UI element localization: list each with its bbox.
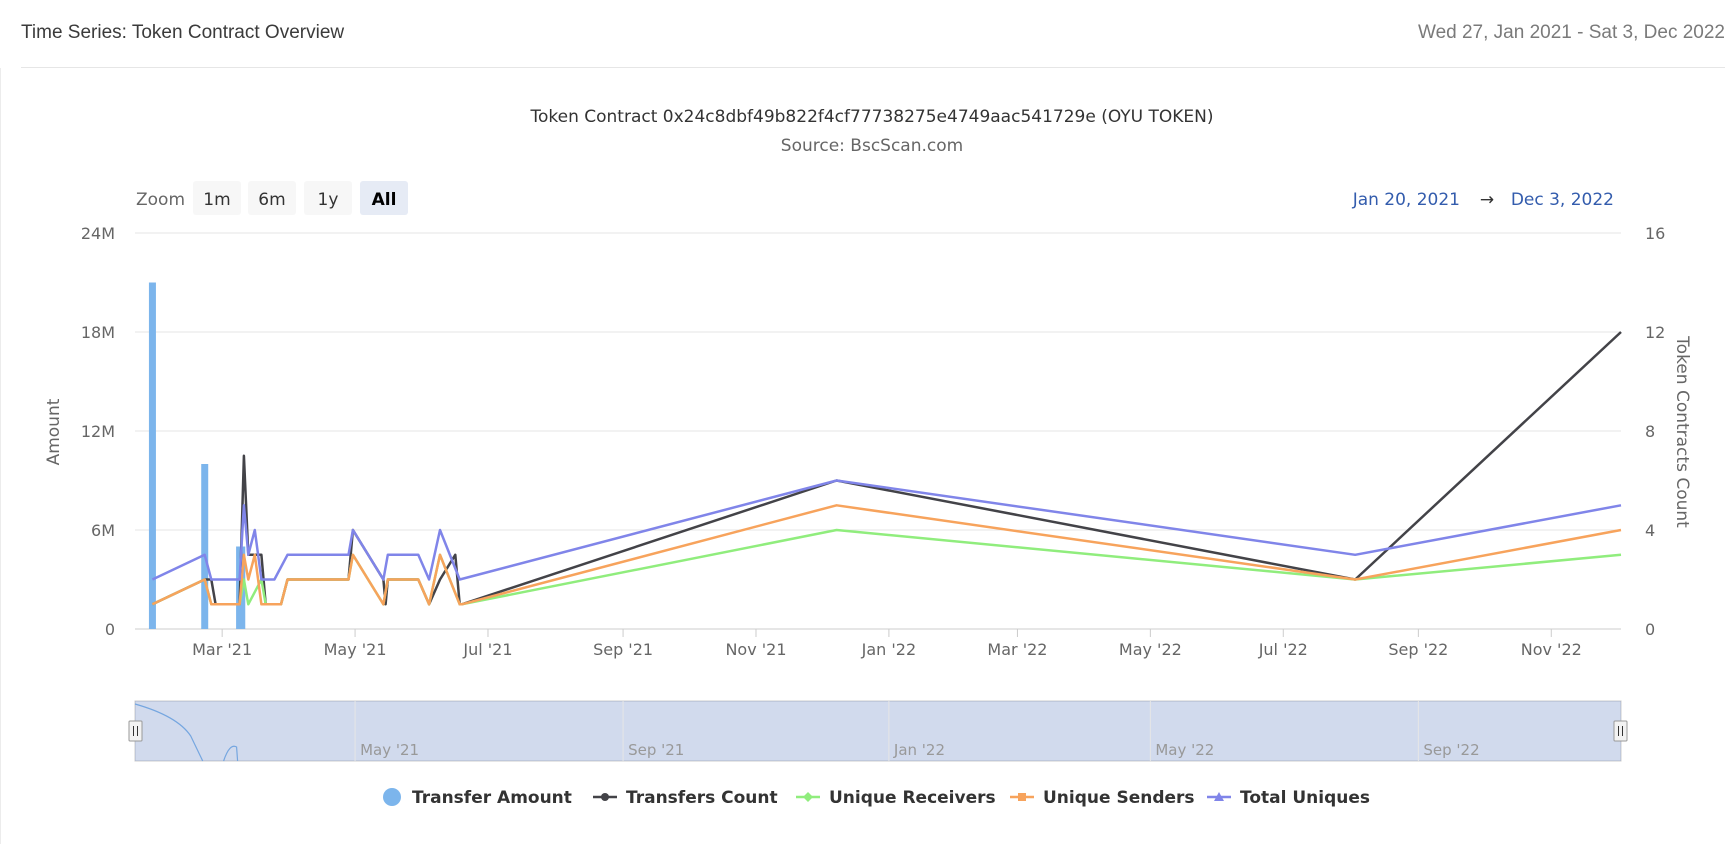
legend-item-unique-senders[interactable]: Unique Senders [1010, 788, 1195, 808]
x-tick-label: May '21 [324, 640, 387, 659]
navigator-labels: May '21 Sep '21 Jan '22 May '22 Sep '22 [354, 701, 1480, 761]
total-uniques-line [151, 479, 1622, 581]
legend-symbol-square [1018, 793, 1026, 801]
card-header: Time Series: Token Contract Overview Wed… [0, 0, 1735, 68]
chart-title: Token Contract 0x24c8dbf49b822f4cf777382… [529, 107, 1213, 127]
zoom-button-6m-label: 6m [258, 190, 285, 210]
legend-symbol-diamond [803, 792, 813, 802]
legend-label: Transfers Count [626, 788, 778, 808]
zoom-button-all[interactable]: All [360, 181, 408, 215]
legend-label: Transfer Amount [412, 788, 572, 808]
x-tick-label: Nov '21 [725, 640, 786, 659]
y-left-tick-label: 12M [81, 422, 115, 441]
header-divider [21, 67, 1725, 68]
x-tick-label: Mar '21 [192, 640, 252, 659]
y-left-tick-label: 24M [81, 224, 115, 243]
card-title: Time Series: Token Contract Overview [21, 22, 345, 43]
navigator-label: Jan '22 [893, 741, 945, 759]
navigator-label: Sep '21 [628, 741, 684, 759]
x-tick-label: Jul '22 [1258, 640, 1308, 659]
zoom-button-1m[interactable]: 1m [193, 181, 241, 215]
date-range: Wed 27, Jan 2021 - Sat 3, Dec 2022 [1417, 22, 1725, 43]
y-right-tick-label: 0 [1645, 620, 1655, 639]
y-right-tick-label: 16 [1645, 224, 1665, 243]
legend-item-transfers-count[interactable]: Transfers Count [593, 788, 778, 808]
navigator-handle-right[interactable] [1613, 720, 1628, 742]
range-to-input[interactable]: Dec 3, 2022 [1511, 190, 1614, 210]
unique-receivers-line [151, 528, 1622, 606]
y-left-tick-label: 0 [105, 620, 115, 639]
x-tick-label: Sep '21 [593, 640, 653, 659]
legend-symbol-triangle [1214, 792, 1224, 801]
transfer-amount-bars [148, 282, 246, 629]
transfer-amount-bar [201, 464, 209, 629]
range-selector: Zoom 1m 6m 1y All Jan 20, 2021 → Dec 3, … [136, 181, 1614, 215]
navigator-label: May '22 [1155, 741, 1214, 759]
grid-lines [135, 232, 1621, 630]
legend-symbol-circle [601, 793, 609, 801]
range-arrow: → [1480, 190, 1494, 210]
card-left-border [0, 68, 1, 844]
series-lines [151, 331, 1622, 606]
zoom-button-6m[interactable]: 6m [248, 181, 296, 215]
x-tick-label: Mar '22 [987, 640, 1047, 659]
x-tick-label: Jul '21 [462, 640, 512, 659]
legend-item-total-uniques[interactable]: Total Uniques [1207, 788, 1370, 808]
y-right-tick-label: 12 [1645, 323, 1665, 342]
range-from-input[interactable]: Jan 20, 2021 [1352, 190, 1460, 210]
y-axis-left-ticks: 0 6M 12M 18M 24M [81, 224, 115, 639]
legend-label: Unique Receivers [829, 788, 996, 808]
y-left-tick-label: 6M [91, 521, 115, 540]
y-axis-right-title: Token Contracts Count [1672, 335, 1692, 528]
legend-label: Unique Senders [1043, 788, 1195, 808]
legend-label: Total Uniques [1240, 788, 1370, 808]
legend-item-transfer-amount[interactable]: Transfer Amount [383, 788, 572, 808]
legend: Transfer Amount Transfers Count Unique Rec… [383, 788, 1370, 808]
zoom-button-all-label: All [372, 190, 397, 210]
zoom-button-1y-label: 1y [318, 190, 339, 210]
navigator[interactable]: May '21 Sep '21 Jan '22 May '22 Sep '22 [128, 700, 1628, 762]
chart-subtitle: Source: BscScan.com [781, 136, 963, 156]
legend-symbol-circle [383, 788, 401, 806]
navigator-handle-left[interactable] [128, 720, 143, 742]
navigator-label: Sep '22 [1423, 741, 1479, 759]
navigator-series-line [134, 703, 239, 762]
y-axis-right-ticks: 0 4 8 12 16 [1645, 224, 1665, 639]
transfer-amount-bar [148, 282, 156, 629]
x-tick-label: Jan '22 [861, 640, 917, 659]
y-right-tick-label: 4 [1645, 521, 1655, 540]
zoom-button-1m-label: 1m [203, 190, 230, 210]
y-axis-left-title: Amount [44, 398, 64, 465]
y-left-tick-label: 18M [81, 323, 115, 342]
navigator-mask [135, 701, 1621, 761]
zoom-label: Zoom [136, 190, 185, 210]
legend-item-unique-receivers[interactable]: Unique Receivers [796, 788, 996, 808]
x-tick-label: Sep '22 [1388, 640, 1448, 659]
unique-senders-line [151, 504, 1622, 606]
x-tick-label: May '22 [1119, 640, 1182, 659]
zoom-button-1y[interactable]: 1y [304, 181, 352, 215]
navigator-outline [134, 700, 1622, 762]
x-tick-label: Nov '22 [1521, 640, 1582, 659]
navigator-label: May '21 [360, 741, 419, 759]
x-axis-ticks: Mar '21 May '21 Jul '21 Sep '21 Nov '21 Jan '… [192, 629, 1582, 659]
y-right-tick-label: 8 [1645, 422, 1655, 441]
